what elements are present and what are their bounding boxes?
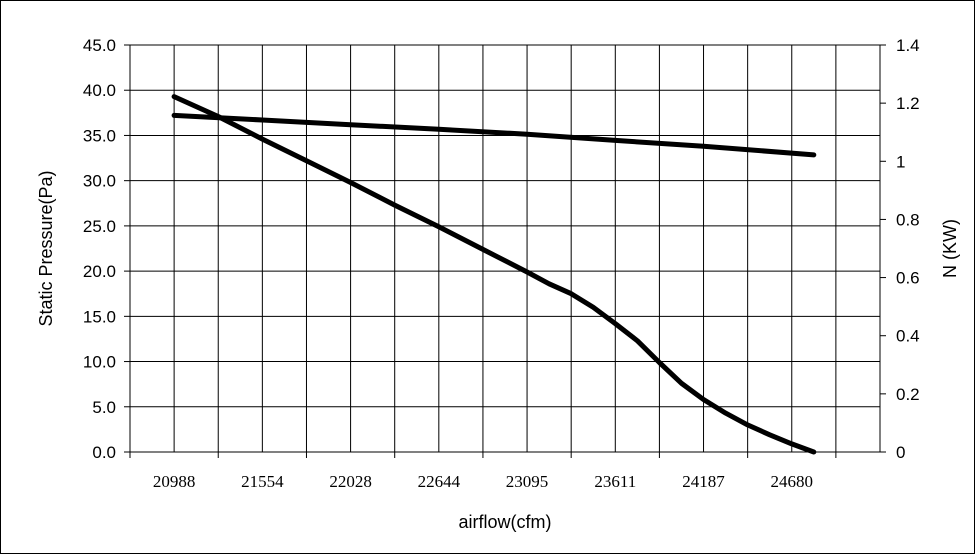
- plot-area-border: [129, 44, 881, 453]
- x-tick-label: 22644: [418, 472, 461, 491]
- y2-tick-label: 0.6: [896, 269, 920, 288]
- y2-tick-labels: 0 0.2 0.4 0.6 0.8 1 1.2 1.4: [896, 36, 920, 462]
- x-tick-label: 24680: [771, 472, 814, 491]
- y2-tick-label: 0.4: [896, 327, 920, 346]
- y2-tick-label: 1.2: [896, 94, 920, 113]
- series-group: [171, 94, 817, 455]
- y-tick-label: 30.0: [83, 172, 116, 191]
- y-tick-label: 35.0: [83, 126, 116, 145]
- y-axis-title: Static Pressure(Pa): [36, 170, 56, 326]
- y-tick-label: 40.0: [83, 81, 116, 100]
- x-tick-label: 23611: [594, 472, 636, 491]
- x-tick-label: 20988: [153, 472, 196, 491]
- y2-tick-label: 0.8: [896, 210, 920, 229]
- y2-axis-title: N (KW): [940, 219, 960, 278]
- y2-tick-label: 1: [896, 152, 905, 171]
- x-tick-label: 22028: [329, 472, 372, 491]
- series-line-power: [171, 112, 817, 158]
- grid-lines: [124, 44, 886, 458]
- y-tick-label: 45.0: [83, 36, 116, 55]
- y-tick-label: 25.0: [83, 217, 116, 236]
- x-tick-label: 24187: [682, 472, 725, 491]
- y-tick-label: 15.0: [83, 307, 116, 326]
- x-axis-title: airflow(cfm): [459, 512, 552, 532]
- x-tick-label: 21554: [241, 472, 284, 491]
- y-tick-label: 10.0: [83, 353, 116, 372]
- x-tick-label: 23095: [506, 472, 549, 491]
- y2-tick-label: 0: [896, 443, 905, 462]
- y2-tick-label: 1.4: [896, 36, 920, 55]
- y-tick-label: 20.0: [83, 262, 116, 281]
- y-tick-label: 0.0: [92, 443, 116, 462]
- y-tick-label: 5.0: [92, 398, 116, 417]
- x-tick-labels: 20988 21554 22028 22644 23095 23611 24187 24680: [153, 472, 813, 491]
- y-tick-labels: 0.0 5.0 10.0 15.0 20.0 25.0 30.0 35.0 40.0 45.0: [83, 36, 116, 462]
- y2-tick-label: 0.2: [896, 385, 920, 404]
- series-line-static-pressure: [171, 94, 817, 455]
